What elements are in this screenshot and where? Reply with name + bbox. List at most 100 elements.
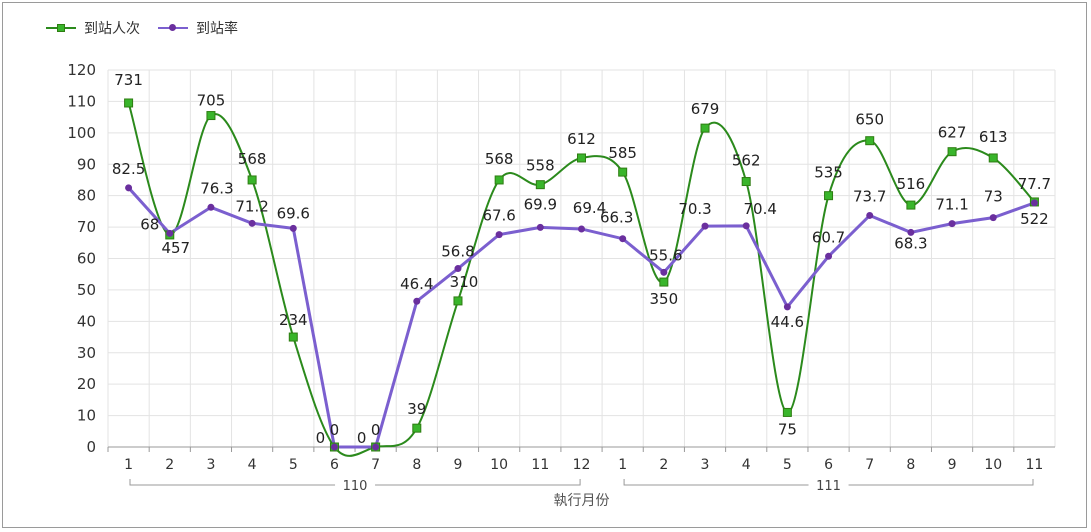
- x-tick-label: 1: [124, 457, 133, 473]
- legend-label-series1: 到站人次: [84, 21, 140, 37]
- data-label-到站率: 60.7: [812, 228, 845, 246]
- data-point-到站率: [783, 303, 791, 311]
- data-point-到站人次: [535, 180, 545, 190]
- data-label-到站率: 44.6: [771, 313, 804, 331]
- data-point-到站率: [866, 211, 874, 219]
- x-tick-label: 11: [1025, 457, 1043, 473]
- data-point-到站人次: [124, 98, 134, 108]
- x-tick-label: 5: [289, 457, 298, 473]
- data-label-到站人次: 731: [114, 71, 143, 89]
- data-label-到站人次: 522: [1020, 210, 1049, 228]
- data-label-到站率: 71.1: [935, 196, 968, 214]
- data-label-到站率: 46.4: [400, 275, 433, 293]
- x-tick-label: 10: [490, 457, 508, 473]
- data-point-到站人次: [700, 123, 710, 133]
- data-point-到站率: [495, 231, 503, 239]
- y-tick-label: 10: [77, 407, 96, 425]
- x-tick-label: 8: [412, 457, 421, 473]
- y-tick-label: 110: [67, 92, 96, 110]
- data-point-到站率: [166, 229, 174, 237]
- data-label-到站率: 82.5: [112, 160, 145, 178]
- data-point-到站人次: [782, 407, 792, 417]
- data-point-到站率: [248, 219, 256, 227]
- data-label-到站人次: 39: [407, 400, 426, 418]
- data-label-到站人次: 234: [279, 311, 308, 329]
- data-label-到站率: 70.4: [743, 200, 776, 218]
- data-point-到站率: [207, 203, 215, 211]
- legend-circle-marker-icon: [169, 24, 176, 31]
- data-label-到站率: 69.6: [277, 204, 310, 222]
- x-tick-label: 5: [783, 457, 792, 473]
- y-tick-label: 120: [67, 61, 96, 79]
- data-point-到站率: [372, 443, 380, 451]
- data-point-到站率: [907, 228, 915, 236]
- data-label-到站人次: 612: [567, 130, 596, 148]
- x-tick-label: 4: [248, 457, 257, 473]
- data-point-到站率: [619, 235, 627, 243]
- x-tick-label: 10: [984, 457, 1002, 473]
- data-point-到站人次: [865, 136, 875, 146]
- data-label-到站人次: 585: [608, 144, 637, 162]
- data-point-到站人次: [206, 111, 216, 121]
- data-point-到站人次: [947, 147, 957, 157]
- x-tick-label: 7: [371, 457, 380, 473]
- data-label-到站率: 68: [140, 215, 159, 233]
- data-point-到站人次: [618, 167, 628, 177]
- data-point-到站人次: [494, 175, 504, 185]
- x-tick-label: 9: [948, 457, 957, 473]
- legend-square-marker-icon: [57, 24, 65, 32]
- y-tick-label: 100: [67, 124, 96, 142]
- data-point-到站率: [413, 297, 421, 305]
- data-point-到站人次: [906, 200, 916, 210]
- group-label: 111: [816, 479, 841, 494]
- data-label-到站人次: 568: [238, 150, 267, 168]
- data-label-到站率: 68.3: [894, 234, 927, 252]
- data-label-到站人次: 613: [979, 128, 1008, 146]
- y-tick-label: 80: [77, 187, 96, 205]
- group-label: 110: [343, 479, 368, 494]
- data-label-到站率: 0: [316, 429, 326, 447]
- legend-item-series1[interactable]: 到站人次: [46, 18, 140, 38]
- data-label-到站人次: 627: [938, 124, 967, 142]
- y-tick-label: 70: [77, 218, 96, 236]
- y-tick-label: 20: [77, 375, 96, 393]
- data-label-到站率: 69.9: [524, 195, 557, 213]
- x-tick-label: 1: [618, 457, 627, 473]
- x-tick-label: 6: [330, 457, 339, 473]
- y-tick-label: 90: [77, 155, 96, 173]
- x-tick-label: 2: [165, 457, 174, 473]
- chart-legend: 到站人次 到站率: [46, 18, 256, 38]
- data-label-到站率: 69.4: [573, 199, 606, 217]
- data-label-到站人次: 0: [330, 421, 340, 439]
- data-point-到站人次: [577, 153, 586, 163]
- data-label-到站人次: 705: [197, 92, 226, 110]
- x-tick-label: 7: [865, 457, 874, 473]
- data-label-到站率: 77.7: [1018, 175, 1051, 193]
- x-tick-label: 9: [454, 457, 463, 473]
- legend-swatch-series2: [158, 24, 188, 31]
- data-point-到站率: [825, 252, 833, 260]
- data-point-到站率: [989, 214, 997, 222]
- data-label-到站率: 56.8: [441, 243, 474, 261]
- x-tick-label: 8: [906, 457, 915, 473]
- data-point-到站率: [289, 224, 297, 232]
- data-label-到站人次: 310: [450, 273, 479, 291]
- legend-label-series2: 到站率: [196, 21, 238, 37]
- data-label-到站人次: 558: [526, 157, 555, 175]
- data-point-到站人次: [741, 177, 751, 187]
- data-point-到站率: [536, 223, 544, 231]
- data-label-到站率: 0: [357, 429, 367, 447]
- data-label-到站人次: 679: [691, 100, 720, 118]
- data-label-到站人次: 75: [778, 420, 797, 438]
- data-label-到站人次: 650: [855, 111, 884, 129]
- data-label-到站人次: 457: [161, 239, 190, 257]
- data-label-到站率: 55.6: [649, 246, 682, 264]
- data-label-到站率: 66.3: [600, 209, 633, 227]
- y-tick-label: 30: [77, 344, 96, 362]
- data-point-到站率: [454, 265, 462, 273]
- data-point-到站人次: [453, 296, 463, 306]
- legend-item-series2[interactable]: 到站率: [158, 18, 238, 38]
- data-point-到站人次: [659, 277, 669, 287]
